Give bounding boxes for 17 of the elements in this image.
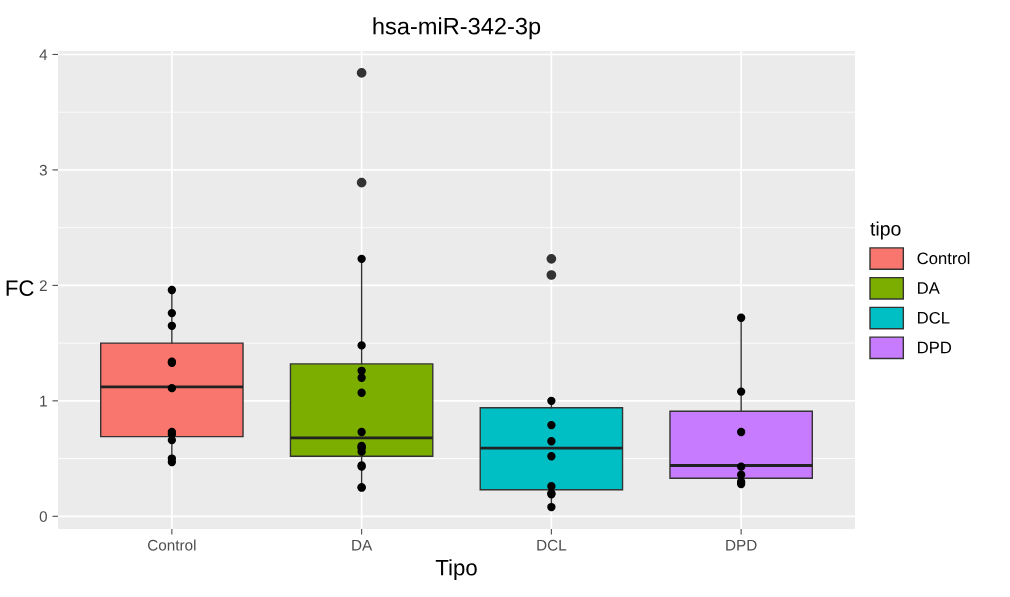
- legend-label: DCL: [918, 311, 950, 324]
- y-tick-label: 2: [39, 280, 47, 291]
- legend-label: DPD: [918, 341, 952, 354]
- y-tick-label: 4: [39, 49, 48, 60]
- y-tick-label: 0: [39, 511, 47, 522]
- y-tick-label: 3: [39, 164, 47, 176]
- x-tick-label: DPD: [726, 539, 757, 551]
- legend-label: DA: [918, 282, 940, 294]
- x-axis-title: Tipo: [435, 559, 477, 580]
- legend-label: Control: [917, 251, 970, 265]
- y-tick-label: 1: [40, 395, 47, 407]
- x-tick-label: DA: [352, 539, 373, 551]
- legend-title: tipo: [870, 221, 901, 240]
- x-tick-label: Control: [148, 539, 196, 551]
- chart-title: hsa-miR-342-3p: [373, 17, 541, 40]
- x-tick-label: DCL: [537, 539, 567, 551]
- y-axis-title: FC: [6, 280, 34, 296]
